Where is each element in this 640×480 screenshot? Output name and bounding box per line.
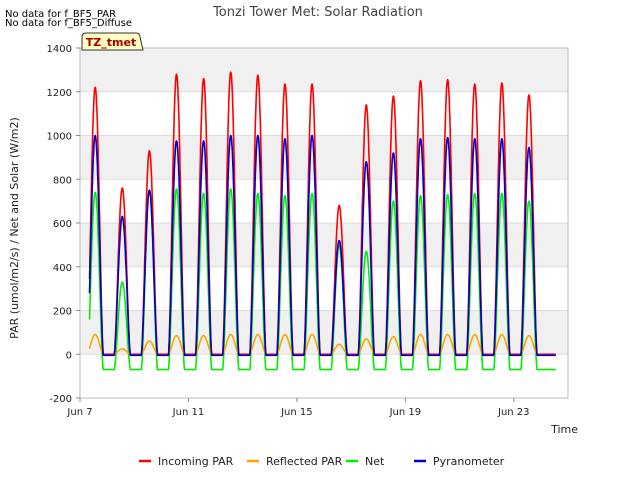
legend-label: Incoming PAR [158,455,234,468]
series-layer [88,71,557,371]
x-tick-label: Jun 23 [497,407,530,418]
plot-band [80,223,568,267]
series-line-pyranometer [88,134,557,357]
x-tick-label: Jun 15 [280,407,313,418]
y-tick-label: 200 [53,307,72,318]
x-axis-label: Time [550,423,578,436]
y-axis-label: PAR (umol/m2/s) / Net and Solar (W/m2) [8,117,21,339]
badge-label: TZ_tmet [86,36,136,49]
no-data-note-diffuse: No data for f_BF5_Diffuse [5,18,132,29]
plot-band [80,48,568,92]
x-tick-label: Jun 7 [66,407,92,418]
legend-label: Reflected PAR [266,455,343,468]
y-axis-ticks: -200 0 200 400 600 800 1000 1200 1400 [47,44,80,405]
y-tick-label: 400 [53,263,72,274]
plot-band [80,135,568,180]
series-line-net [88,188,557,371]
y-tick-label: -200 [49,394,72,405]
x-axis-ticks: Jun 7 Jun 11 Jun 15 Jun 19 Jun 23 [66,398,530,418]
no-data-note-par: No data for f_BF5_PAR [5,9,117,20]
plot-band [80,310,568,355]
y-tick-label: 1000 [47,132,72,143]
y-tick-label: 800 [53,175,72,186]
x-tick-label: Jun 11 [172,407,205,418]
legend-label: Pyranometer [433,455,505,468]
plot-bands [80,48,568,355]
y-tick-label: 1200 [47,88,72,99]
tz-tmet-badge: TZ_tmet [81,32,144,51]
y-tick-label: 600 [53,219,72,230]
y-tick-label: 0 [66,350,72,361]
series-line-incoming-par [88,71,557,356]
x-tick-label: Jun 19 [389,407,422,418]
legend: Incoming PAR Reflected PAR Net Pyranometer [139,455,505,468]
y-tick-label: 1400 [47,44,72,55]
legend-label: Net [365,455,385,468]
chart-title: Tonzi Tower Met: Solar Radiation [212,5,423,20]
